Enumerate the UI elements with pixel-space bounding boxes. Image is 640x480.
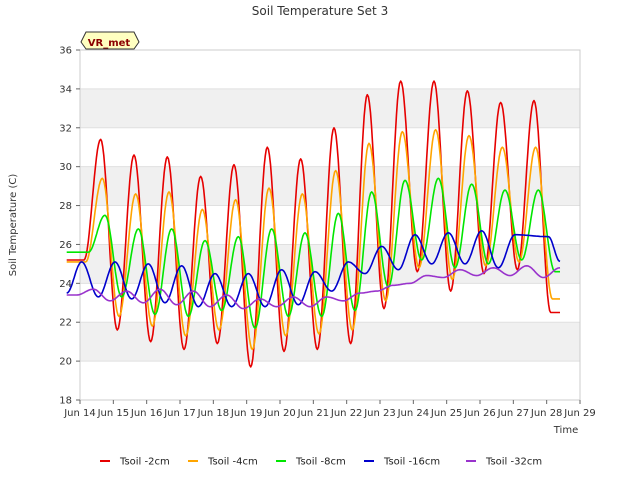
y-tick-label: 26 xyxy=(59,240,72,251)
x-tick-label: Jun 23 xyxy=(363,408,396,419)
x-tick-label: Jun 18 xyxy=(197,408,230,419)
y-tick-label: 18 xyxy=(59,396,72,407)
plot-band xyxy=(80,322,580,362)
legend-label: Tsoil -32cm xyxy=(485,457,542,468)
legend-label: Tsoil -2cm xyxy=(119,457,170,468)
y-tick-label: 22 xyxy=(59,318,72,329)
legend-item: Tsoil -32cm xyxy=(466,457,542,468)
x-axis-label: Time xyxy=(553,425,578,436)
x-tick-label: Jun 24 xyxy=(397,408,430,419)
series-line-3 xyxy=(66,177,561,329)
y-tick-label: 36 xyxy=(59,46,72,57)
legend-item: Tsoil -8cm xyxy=(276,457,346,468)
legend-item: Tsoil -2cm xyxy=(100,457,170,468)
legend: Tsoil -2cm Tsoil -4cm Tsoil -8cm Tsoil -16c… xyxy=(100,457,542,468)
station-badge-label: VR_met xyxy=(88,38,131,49)
x-tick-label: Jun 20 xyxy=(263,408,296,419)
x-tick-label: Jun 17 xyxy=(163,408,196,419)
station-badge: VR_met xyxy=(80,31,140,50)
y-tick-label: 24 xyxy=(59,279,72,290)
x-tick-label: Jun 22 xyxy=(330,408,363,419)
x-tick-label: Jun 29 xyxy=(563,408,596,419)
series-line-1 xyxy=(66,80,561,368)
y-axis-ticks: 18 20 22 24 26 28 30 32 34 36 xyxy=(59,46,80,407)
plot-frame xyxy=(79,49,581,401)
y-tick-label: 20 xyxy=(59,357,72,368)
x-tick-label: Jun 19 xyxy=(230,408,263,419)
x-tick-label: Jun 15 xyxy=(97,408,130,419)
plot-band xyxy=(80,50,580,89)
legend-label: Tsoil -16cm xyxy=(383,457,440,468)
series-line-2 xyxy=(66,128,561,351)
x-tick-label: Jun 21 xyxy=(297,408,330,419)
x-tick-label: Jun 28 xyxy=(530,408,563,419)
legend-label: Tsoil -4cm xyxy=(207,457,258,468)
x-tick-label: Jun 27 xyxy=(497,408,530,419)
plot-band xyxy=(80,361,580,400)
x-tick-label: Jun 26 xyxy=(463,408,496,419)
series-line-5 xyxy=(66,265,561,310)
legend-label: Tsoil -8cm xyxy=(295,457,346,468)
plot-background-bands xyxy=(80,50,580,400)
station-badge-box xyxy=(80,31,140,50)
series-lines xyxy=(66,80,561,368)
x-tick-label: Jun 16 xyxy=(130,408,163,419)
y-tick-label: 28 xyxy=(59,201,72,212)
x-tick-label: Jun 14 xyxy=(63,408,96,419)
x-tick-label: Jun 25 xyxy=(430,408,463,419)
plot-band xyxy=(80,166,580,206)
y-axis-label: Soil Temperature (C) xyxy=(8,174,19,277)
chart-title: Soil Temperature Set 3 xyxy=(252,4,388,18)
y-tick-label: 30 xyxy=(59,162,72,173)
x-axis-ticks: Jun 14 Jun 15 Jun 16 Jun 17 Jun 18 Jun 19 Jun … xyxy=(63,400,596,419)
y-tick-label: 34 xyxy=(59,84,72,95)
series-line-4 xyxy=(66,230,561,308)
legend-item: Tsoil -4cm xyxy=(188,457,258,468)
legend-item: Tsoil -16cm xyxy=(364,457,440,468)
y-tick-label: 32 xyxy=(59,123,72,134)
